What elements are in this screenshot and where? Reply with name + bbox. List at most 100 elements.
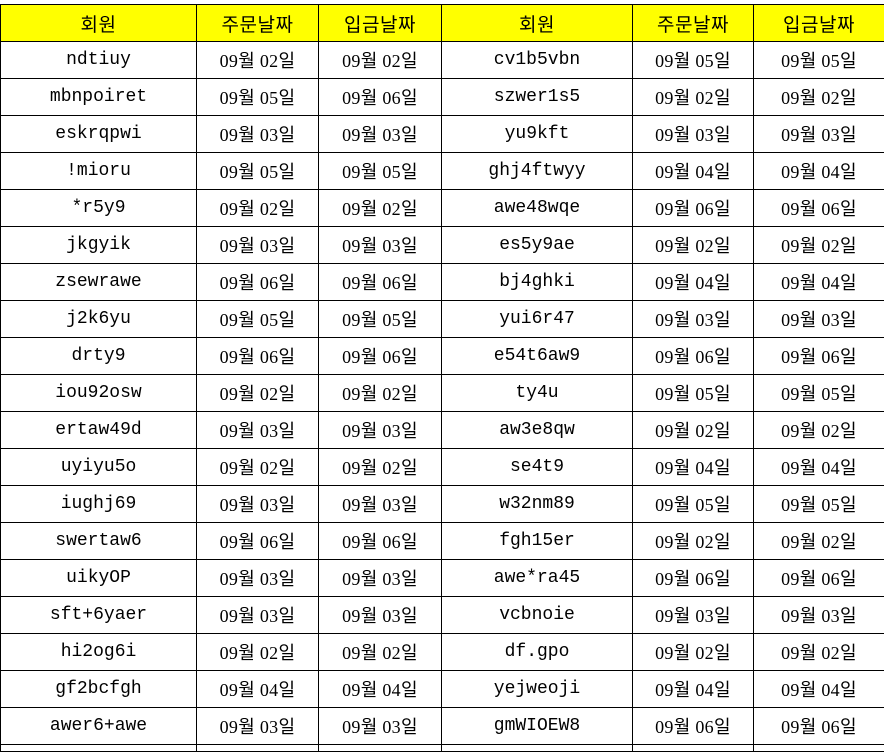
cell-order-date-left[interactable]: 09월 03일 xyxy=(197,597,319,634)
cell-order-date-right[interactable]: 09월 05일 xyxy=(633,42,754,79)
table-row[interactable]: ertaw49d 09월 03일 09월 03일 aw3e8qw 09월 02일… xyxy=(1,412,884,449)
cell-member-right[interactable]: fgh15er xyxy=(442,523,633,560)
cell-pay-date-left[interactable]: 09월 06일 xyxy=(319,79,442,116)
cell-member-right[interactable]: szwer1s5 xyxy=(442,79,633,116)
cell-member-left[interactable]: jkgyik xyxy=(1,227,197,264)
cell-member-left[interactable]: *r5y9 xyxy=(1,190,197,227)
cell-order-date-right[interactable]: 09월 02일 xyxy=(633,227,754,264)
cell-pay-date-left[interactable]: 09월 04일 xyxy=(319,671,442,708)
cell-pay-date-right[interactable]: 09월 04일 xyxy=(754,264,884,301)
cell-member-right[interactable]: cv1b5vbn xyxy=(442,42,633,79)
cell-member-right[interactable]: e54t6aw9 xyxy=(442,338,633,375)
cell-pay-date-left[interactable]: 09월 05일 xyxy=(319,153,442,190)
cell-order-date-left[interactable]: 09월 03일 xyxy=(197,227,319,264)
cell-order-date-left[interactable]: 09월 02일 xyxy=(197,449,319,486)
cell-member-left[interactable]: zsewrawe xyxy=(1,264,197,301)
cell-pay-date-right[interactable] xyxy=(754,745,884,752)
cell-order-date-right[interactable]: 09월 04일 xyxy=(633,264,754,301)
cell-pay-date-right[interactable]: 09월 03일 xyxy=(754,597,884,634)
cell-order-date-right[interactable]: 09월 03일 xyxy=(633,116,754,153)
cell-order-date-left[interactable]: 09월 05일 xyxy=(197,79,319,116)
cell-member-right[interactable]: se4t9 xyxy=(442,449,633,486)
cell-pay-date-right[interactable]: 09월 06일 xyxy=(754,338,884,375)
table-row[interactable]: ndtiuy 09월 02일 09월 02일 cv1b5vbn 09월 05일 … xyxy=(1,42,884,79)
column-header-pay-date-right[interactable]: 입금날짜 xyxy=(754,5,884,42)
cell-pay-date-left[interactable]: 09월 05일 xyxy=(319,301,442,338)
cell-pay-date-left[interactable]: 09월 03일 xyxy=(319,597,442,634)
cell-pay-date-right[interactable]: 09월 04일 xyxy=(754,449,884,486)
cell-member-right[interactable]: yu9kft xyxy=(442,116,633,153)
cell-pay-date-left[interactable]: 09월 03일 xyxy=(319,560,442,597)
cell-pay-date-left[interactable]: 09월 02일 xyxy=(319,634,442,671)
cell-member-left[interactable]: ndtiuy xyxy=(1,42,197,79)
table-row[interactable]: swertaw6 09월 06일 09월 06일 fgh15er 09월 02일… xyxy=(1,523,884,560)
cell-order-date-right[interactable]: 09월 04일 xyxy=(633,671,754,708)
cell-pay-date-left[interactable]: 09월 03일 xyxy=(319,486,442,523)
cell-member-left[interactable]: eskrqpwi xyxy=(1,116,197,153)
cell-order-date-left[interactable] xyxy=(197,745,319,752)
table-row[interactable]: mbnpoiret 09월 05일 09월 06일 szwer1s5 09월 0… xyxy=(1,79,884,116)
cell-pay-date-right[interactable]: 09월 02일 xyxy=(754,523,884,560)
cell-order-date-right[interactable]: 09월 06일 xyxy=(633,338,754,375)
cell-order-date-left[interactable]: 09월 03일 xyxy=(197,708,319,745)
cell-member-right[interactable]: w32nm89 xyxy=(442,486,633,523)
cell-order-date-right[interactable]: 09월 03일 xyxy=(633,597,754,634)
table-row[interactable]: iughj69 09월 03일 09월 03일 w32nm89 09월 05일 … xyxy=(1,486,884,523)
cell-member-left[interactable]: swertaw6 xyxy=(1,523,197,560)
cell-pay-date-right[interactable]: 09월 04일 xyxy=(754,153,884,190)
cell-order-date-left[interactable]: 09월 03일 xyxy=(197,486,319,523)
cell-pay-date-left[interactable]: 09월 03일 xyxy=(319,116,442,153)
table-row[interactable]: sft+6yaer 09월 03일 09월 03일 vcbnoie 09월 03… xyxy=(1,597,884,634)
cell-member-left[interactable]: uyiyu5o xyxy=(1,449,197,486)
cell-order-date-left[interactable]: 09월 06일 xyxy=(197,264,319,301)
cell-pay-date-right[interactable]: 09월 02일 xyxy=(754,79,884,116)
table-row[interactable]: uyiyu5o 09월 02일 09월 02일 se4t9 09월 04일 09… xyxy=(1,449,884,486)
column-header-order-date-left[interactable]: 주문날짜 xyxy=(197,5,319,42)
cell-order-date-right[interactable]: 09월 04일 xyxy=(633,449,754,486)
cell-pay-date-left[interactable]: 09월 06일 xyxy=(319,264,442,301)
cell-member-left[interactable]: drty9 xyxy=(1,338,197,375)
cell-pay-date-right[interactable]: 09월 06일 xyxy=(754,190,884,227)
cell-order-date-right[interactable]: 09월 04일 xyxy=(633,153,754,190)
table-row[interactable]: drty9 09월 06일 09월 06일 e54t6aw9 09월 06일 0… xyxy=(1,338,884,375)
cell-member-left[interactable]: ertaw49d xyxy=(1,412,197,449)
table-row-clipped[interactable] xyxy=(1,745,884,752)
table-row[interactable]: *r5y9 09월 02일 09월 02일 awe48wqe 09월 06일 0… xyxy=(1,190,884,227)
cell-pay-date-left[interactable]: 09월 02일 xyxy=(319,190,442,227)
column-header-member-right[interactable]: 회원 xyxy=(442,5,633,42)
cell-member-right[interactable]: df.gpo xyxy=(442,634,633,671)
cell-order-date-left[interactable]: 09월 06일 xyxy=(197,523,319,560)
cell-order-date-right[interactable]: 09월 02일 xyxy=(633,412,754,449)
cell-pay-date-right[interactable]: 09월 03일 xyxy=(754,116,884,153)
cell-member-left[interactable] xyxy=(1,745,197,752)
cell-pay-date-right[interactable]: 09월 06일 xyxy=(754,560,884,597)
cell-pay-date-right[interactable]: 09월 05일 xyxy=(754,42,884,79)
table-row[interactable]: uikyOP 09월 03일 09월 03일 awe*ra45 09월 06일 … xyxy=(1,560,884,597)
cell-pay-date-left[interactable]: 09월 03일 xyxy=(319,227,442,264)
cell-member-left[interactable]: mbnpoiret xyxy=(1,79,197,116)
cell-member-left[interactable]: awer6+awe xyxy=(1,708,197,745)
cell-member-right[interactable]: vcbnoie xyxy=(442,597,633,634)
cell-member-left[interactable]: iou92osw xyxy=(1,375,197,412)
cell-order-date-right[interactable]: 09월 05일 xyxy=(633,375,754,412)
cell-member-left[interactable]: j2k6yu xyxy=(1,301,197,338)
table-row[interactable]: eskrqpwi 09월 03일 09월 03일 yu9kft 09월 03일 … xyxy=(1,116,884,153)
cell-order-date-left[interactable]: 09월 04일 xyxy=(197,671,319,708)
cell-pay-date-right[interactable]: 09월 04일 xyxy=(754,671,884,708)
cell-order-date-left[interactable]: 09월 02일 xyxy=(197,190,319,227)
cell-order-date-right[interactable]: 09월 02일 xyxy=(633,634,754,671)
cell-order-date-right[interactable] xyxy=(633,745,754,752)
cell-order-date-left[interactable]: 09월 03일 xyxy=(197,412,319,449)
cell-order-date-right[interactable]: 09월 03일 xyxy=(633,301,754,338)
cell-pay-date-left[interactable]: 09월 03일 xyxy=(319,412,442,449)
cell-member-right[interactable]: bj4ghki xyxy=(442,264,633,301)
cell-pay-date-right[interactable]: 09월 02일 xyxy=(754,634,884,671)
cell-order-date-right[interactable]: 09월 05일 xyxy=(633,486,754,523)
cell-order-date-left[interactable]: 09월 05일 xyxy=(197,153,319,190)
column-header-pay-date-left[interactable]: 입금날짜 xyxy=(319,5,442,42)
table-row[interactable]: zsewrawe 09월 06일 09월 06일 bj4ghki 09월 04일… xyxy=(1,264,884,301)
cell-order-date-left[interactable]: 09월 02일 xyxy=(197,634,319,671)
cell-member-right[interactable]: gmWIOEW8 xyxy=(442,708,633,745)
cell-pay-date-left[interactable]: 09월 06일 xyxy=(319,338,442,375)
cell-pay-date-left[interactable]: 09월 03일 xyxy=(319,708,442,745)
